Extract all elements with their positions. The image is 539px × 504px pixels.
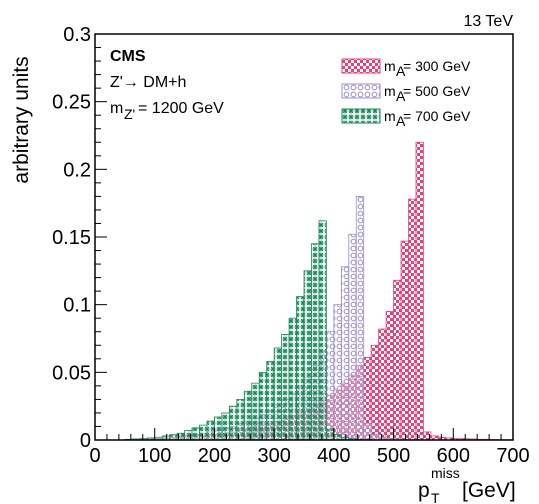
- bar-mA700-26: [288, 317, 297, 440]
- bar-mA300-41: [400, 240, 409, 440]
- x-axis-title: p miss T [GeV]: [418, 465, 516, 504]
- bar-mA300-37: [370, 344, 380, 440]
- bar-mA700-18: [228, 405, 238, 440]
- bar-mA500-36: [363, 423, 372, 440]
- bar-mA700-28: [303, 270, 312, 440]
- legend-swatch-500: [341, 83, 381, 99]
- bar-mA700-13: [191, 427, 200, 440]
- bar-mA700-14: [199, 424, 208, 440]
- axis-ticks: 0 100 200 300 400 500 600 700 0 0.05 0.1 0.15 0.2 0.2…: [52, 24, 530, 467]
- legend-entry-500: m A = 500 GeV: [341, 83, 471, 104]
- x-tick-label-7: 700: [496, 445, 529, 467]
- bar-mA700-25: [281, 334, 290, 440]
- y-tick-label-1: 0.05: [52, 362, 91, 384]
- bar-mA500-33: [340, 266, 350, 440]
- x-axis-title-sup: miss: [431, 465, 460, 481]
- legend-label-sub-700: A: [396, 113, 406, 129]
- bar-mA700-32: [333, 434, 342, 440]
- x-tick-label-6: 600: [437, 445, 470, 467]
- legend-label-prefix-500: m: [384, 83, 396, 99]
- bar-mA700-17: [221, 412, 230, 440]
- legend-label-value-700: = 700 GeV: [403, 108, 471, 124]
- bar-mA700-29: [311, 243, 320, 440]
- energy-label: 13 TeV: [463, 13, 513, 30]
- legend: m A = 300 GeV m A = 500 GeV m A = 700 Ge…: [341, 58, 471, 129]
- bar-mA300-43: [415, 141, 424, 440]
- legend-label-value-300: = 300 GeV: [403, 58, 471, 74]
- x-tick-label-0: 0: [89, 445, 100, 467]
- legend-label-prefix-700: m: [384, 108, 396, 124]
- bar-mA700-20: [243, 390, 253, 440]
- bar-mA700-23: [266, 361, 275, 440]
- y-tick-label-4: 0.2: [63, 159, 91, 181]
- legend-swatch-700: [341, 108, 381, 124]
- bar-mA700-10: [169, 434, 178, 440]
- mass-label-prefix: m: [110, 100, 123, 117]
- bar-mA700-31: [325, 428, 335, 440]
- y-axis-title: arbitrary units: [10, 56, 33, 183]
- histogram-bars: [124, 141, 513, 440]
- cms-label: CMS: [110, 48, 146, 65]
- bar-mA700-16: [214, 416, 223, 440]
- bar-mA300-42: [408, 198, 417, 440]
- x-tick-label-2: 200: [198, 445, 231, 467]
- y-tick-label-3: 0.15: [52, 227, 91, 249]
- legend-label-sub-500: A: [396, 88, 406, 104]
- y-tick-label-0: 0: [80, 430, 91, 452]
- bar-mA500-35: [355, 195, 365, 440]
- x-axis-title-unit: [GeV]: [462, 479, 516, 502]
- legend-label-value-500: = 500 GeV: [403, 83, 471, 99]
- y-tick-label-2: 0.1: [63, 295, 91, 317]
- bar-mA300-38: [378, 328, 387, 440]
- bar-mA500-31: [325, 331, 335, 440]
- mass-label-sub: Z': [124, 106, 135, 122]
- x-tick-label-5: 500: [377, 445, 410, 467]
- bar-mA700-22: [258, 371, 268, 440]
- series-mA700: [124, 220, 372, 440]
- legend-entry-300: m A = 300 GeV: [341, 58, 471, 79]
- bar-mA300-40: [393, 279, 402, 440]
- y-tick-label-6: 0.3: [63, 24, 91, 46]
- bar-mA500-32: [333, 304, 342, 440]
- bar-mA700-30: [318, 220, 327, 440]
- legend-label-prefix-300: m: [384, 58, 396, 74]
- mass-label-value: = 1200 GeV: [138, 100, 224, 117]
- x-tick-label-3: 300: [257, 445, 290, 467]
- x-tick-label-4: 400: [317, 445, 350, 467]
- x-axis-title-sub: T: [431, 490, 440, 504]
- bar-mA300-39: [385, 311, 394, 440]
- bar-mA500-34: [348, 233, 357, 440]
- y-tick-label-5: 0.25: [52, 92, 91, 114]
- bar-mA700-21: [251, 382, 260, 440]
- bar-mA700-27: [296, 296, 305, 440]
- x-tick-label-1: 100: [138, 445, 171, 467]
- bar-mA500-37: [370, 434, 380, 440]
- legend-entry-700: m A = 700 GeV: [341, 108, 471, 129]
- legend-swatch-300: [341, 58, 381, 74]
- bar-mA700-15: [206, 420, 215, 440]
- legend-label-sub-300: A: [396, 63, 406, 79]
- x-axis-title-main: p: [418, 479, 430, 502]
- process-label: Z'→ DM+h: [110, 74, 186, 91]
- bar-mA700-19: [236, 398, 245, 440]
- mass-label: m Z' = 1200 GeV: [110, 100, 224, 122]
- bar-mA700-24: [273, 347, 283, 440]
